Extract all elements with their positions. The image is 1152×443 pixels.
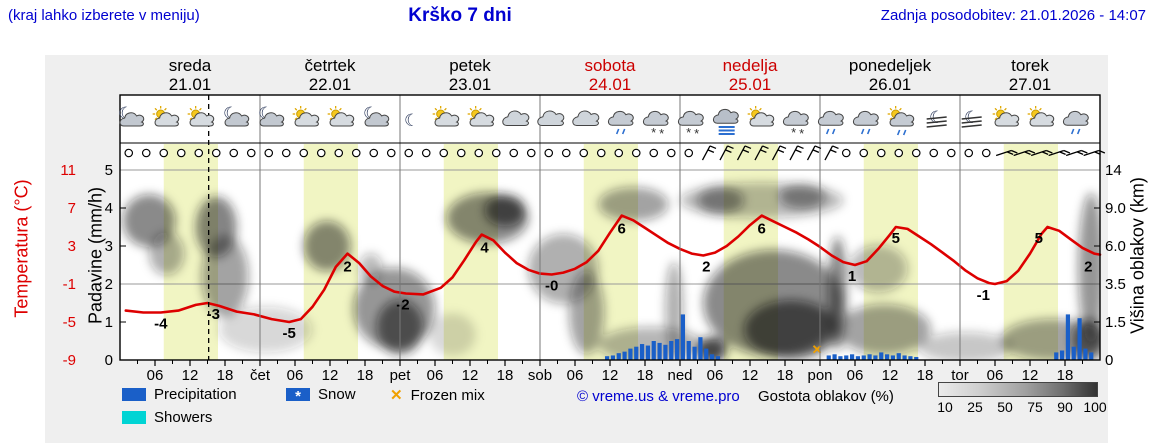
cloud-axis-tick: 1.5 <box>1105 314 1126 331</box>
menu-hint: (kraj lahko izberete v meniju) <box>8 7 200 24</box>
showers-swatch <box>122 411 146 424</box>
cloud-density-label: Gostota oblakov (%) <box>758 388 894 405</box>
legend-frozen-mix-label: Frozen mix <box>410 386 485 404</box>
day-name: sobota <box>584 56 636 75</box>
cloud-axis-tick: 6.0 <box>1105 238 1126 255</box>
legend-snow: * Snow <box>286 386 356 405</box>
precipitation-swatch <box>122 388 146 401</box>
day-name: petek <box>449 56 491 75</box>
cloud-density-tick: 75 <box>1027 399 1043 415</box>
day-label-sreda: sreda 21.01 <box>120 56 260 94</box>
legend-precipitation-label: Precipitation <box>154 386 237 403</box>
cloud-height-axis-title: Višina oblakov (km) <box>1127 177 1148 334</box>
cloud-density-scale <box>938 382 1098 397</box>
day-name: četrtek <box>304 56 356 75</box>
last-updated: Zadnja posodobitev: 21.01.2026 - 14:07 <box>880 7 1146 24</box>
cloud-density-tick: 25 <box>967 399 983 415</box>
day-date: 26.01 <box>868 75 912 94</box>
legend-snow-label: Snow <box>318 386 356 403</box>
temperature-axis-title: Temperatura (°C) <box>11 179 32 318</box>
cloud-axis-tick: 3.5 <box>1105 276 1126 293</box>
day-name: nedelja <box>722 56 778 75</box>
day-label-nedelja: nedelja 25.01 <box>680 56 820 94</box>
day-label-petek: petek 23.01 <box>400 56 540 94</box>
cloud-density-scale-ticks: 10 25 50 75 90 100 <box>930 399 1110 415</box>
precipitation-axis-title: Padavine (mm/h) <box>85 186 106 325</box>
day-date: 27.01 <box>1008 75 1052 94</box>
day-date: 23.01 <box>448 75 492 94</box>
day-label-torek: torek 27.01 <box>960 56 1100 94</box>
day-date: 24.01 <box>588 75 632 94</box>
day-name: sreda <box>168 56 212 75</box>
snow-swatch: * <box>286 388 310 405</box>
cloud-axis-tick: 9.0 <box>1105 200 1126 217</box>
legend-frozen-mix: ✕ Frozen mix <box>390 386 485 405</box>
cloud-density-tick: 50 <box>997 399 1013 415</box>
day-label-ponedeljek: ponedeljek 26.01 <box>820 56 960 94</box>
day-label-četrtek: četrtek 22.01 <box>260 56 400 94</box>
day-label-sobota: sobota 24.01 <box>540 56 680 94</box>
snowflake-icon: * <box>295 388 301 405</box>
legend-showers: Showers <box>122 409 212 426</box>
legend-showers-label: Showers <box>154 409 213 426</box>
cloud-density-tick: 90 <box>1057 399 1073 415</box>
day-date: 22.01 <box>308 75 352 94</box>
day-date: 25.01 <box>728 75 772 94</box>
cloud-density-tick: 100 <box>1083 399 1107 415</box>
cloud-density-tick: 10 <box>937 399 953 415</box>
page-title: Krško 7 dni <box>408 5 512 26</box>
day-name: ponedeljek <box>848 56 932 75</box>
frozen-mix-icon: ✕ <box>390 387 403 404</box>
day-name: torek <box>1011 56 1049 75</box>
copyright-link[interactable]: © vreme.us & vreme.pro <box>577 388 740 405</box>
legend-precipitation: Precipitation <box>122 386 237 403</box>
day-date: 21.01 <box>168 75 212 94</box>
